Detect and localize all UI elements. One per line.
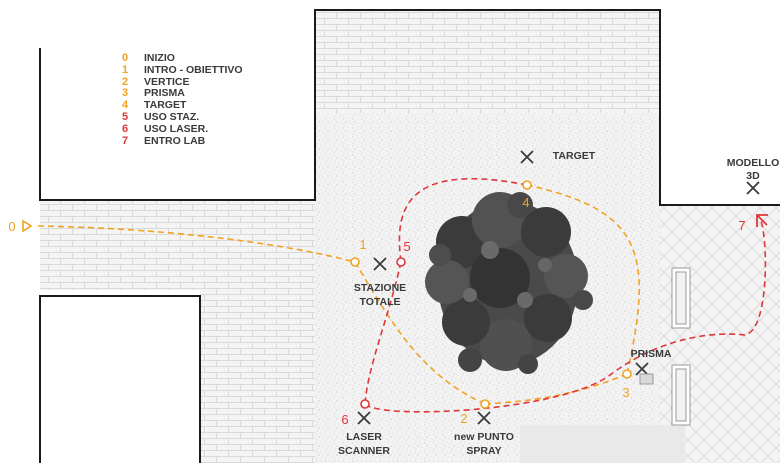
legend-number: 5 — [122, 110, 129, 123]
waypoint-2-number: 2 — [460, 411, 467, 426]
legend-number: 0 — [122, 52, 129, 64]
stazione-cross-icon — [373, 257, 387, 271]
legend-item: 7 ENTRO LAB — [122, 134, 243, 148]
legend-number: 2 — [122, 75, 129, 88]
building-walls — [39, 9, 780, 463]
orange-route — [37, 184, 640, 405]
laser-label-2: SCANNER — [338, 445, 390, 457]
legend-label: TARGET — [144, 99, 187, 112]
waypoint-4-number: 4 — [522, 195, 529, 210]
punto-label: new PUNTO — [454, 431, 514, 443]
legend-number: 7 — [122, 134, 129, 147]
legend-number: 6 — [122, 122, 129, 135]
legend-item: 3 PRISMA — [122, 88, 243, 100]
legend-number: 4 — [122, 99, 129, 112]
legend-label: USO LASER. — [144, 122, 209, 135]
legend-label: PRISMA — [144, 87, 185, 100]
brick-strip-south — [200, 290, 315, 463]
modello-label: MODELLO — [727, 157, 780, 169]
laser-label: LASER — [346, 431, 382, 443]
start-triangle-icon — [22, 219, 33, 233]
legend: 0 INIZIO 1 INTRO - OBIETTIVO 2 VERTICE 3… — [122, 52, 243, 148]
legend-label: INIZIO — [144, 52, 175, 64]
stazione-label-2: TOTALE — [359, 296, 400, 308]
laser-cross-icon — [357, 411, 371, 425]
target-label: TARGET — [553, 150, 596, 162]
waypoint-1-number: 1 — [359, 237, 366, 252]
legend-item: 0 INIZIO — [122, 52, 243, 65]
waypoint-3-number: 3 — [622, 385, 629, 400]
lab-entry-icon — [756, 214, 768, 227]
waypoint-7-number: 7 — [738, 218, 745, 233]
station-markers — [357, 150, 760, 425]
waypoint-0-number: 0 — [8, 219, 15, 234]
legend-number: 3 — [122, 87, 129, 100]
waypoint-markers — [350, 180, 632, 409]
legend-item: 2 VERTICE — [122, 75, 243, 89]
modello-cross-icon — [746, 181, 760, 195]
legend-item: 6 USO LASER. — [122, 122, 243, 136]
punto-label-2: SPRAY — [466, 445, 501, 457]
legend-label: VERTICE — [144, 75, 190, 88]
legend-item: 5 USO STAZ. — [122, 110, 243, 124]
tree — [425, 192, 593, 374]
wall-recesses — [671, 267, 691, 426]
legend-item: 1 INTRO - OBIETTIVO — [122, 63, 243, 77]
red-route — [364, 177, 767, 413]
stazione-label: STAZIONE — [354, 282, 406, 294]
brick-strip-north — [315, 10, 660, 113]
modello-label-2: 3D — [746, 170, 760, 182]
prisma-label: PRISMA — [631, 348, 672, 360]
legend-label: ENTRO LAB — [144, 134, 206, 147]
legend-label: INTRO - OBIETTIVO — [144, 63, 243, 76]
waypoint-6-number: 6 — [341, 412, 348, 427]
target-cross-icon — [520, 150, 534, 164]
waypoint-5-number: 5 — [403, 239, 410, 254]
prisma-cross-icon — [635, 362, 649, 376]
legend-number: 1 — [122, 63, 129, 76]
legend-item: 4 TARGET — [122, 99, 243, 112]
speckled-strip-south — [520, 425, 685, 463]
legend-label: USO STAZ. — [144, 110, 200, 123]
brick-path-west — [40, 200, 315, 290]
punto-cross-icon — [477, 411, 491, 425]
prism-device — [639, 373, 654, 385]
